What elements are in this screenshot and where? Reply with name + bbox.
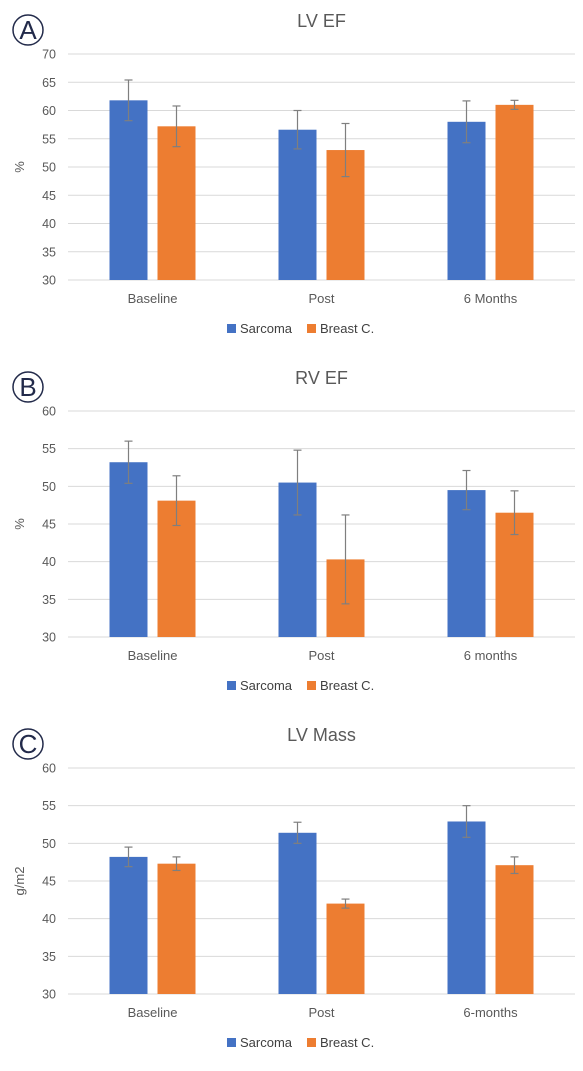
chart-a-errorbar-breast-2: [510, 99, 519, 110]
chart-a-errorbar-sarcoma-2: [462, 100, 471, 144]
chart-c-errorbar-sarcoma-2: [462, 805, 471, 838]
chart-a-legend: Sarcoma Breast C.: [227, 321, 374, 336]
chart-c-category-label: Post: [308, 1005, 334, 1020]
chart-b-legend-swatch-sarcoma: [227, 681, 236, 690]
chart-a-errorbar-breast-1: [341, 122, 350, 178]
chart-a-legend-label-sarcoma: Sarcoma: [240, 321, 293, 336]
chart-c-ytick-label: 60: [42, 762, 56, 776]
chart-c-bar-breast-1: [326, 903, 365, 994]
chart-b-ytick-label: 50: [42, 480, 56, 494]
chart-panel-a: A LV EF 30 35 40 45 50 55 60 65 70% Baseline Post 6 M…: [0, 0, 583, 357]
chart-a-ytick-label: 70: [42, 48, 56, 62]
chart-c-svg: C LV Mass 30 35 40 45 50 55 60 g/m2 Baseline Post 6-…: [12, 725, 575, 1050]
chart-c-errorbar-sarcoma-0: [124, 846, 133, 868]
chart-c-ytick-label: 30: [42, 988, 56, 1002]
chart-a-category-label: Post: [308, 291, 334, 306]
chart-c-errorbar-breast-0: [172, 856, 181, 872]
chart-c-bar-sarcoma-1: [278, 832, 317, 994]
chart-c-bar-sarcoma-2: [447, 821, 486, 994]
chart-c-errorbar-sarcoma-1: [293, 821, 302, 844]
chart-b-legend: Sarcoma Breast C.: [227, 678, 374, 693]
chart-a-ytick-label: 60: [42, 104, 56, 118]
chart-b-category-label: Post: [308, 648, 334, 663]
chart-b-legend-swatch-breast: [307, 681, 316, 690]
chart-b-ytick-label: 30: [42, 631, 56, 645]
chart-a-category-label: Baseline: [128, 291, 178, 306]
chart-c-legend-label-sarcoma: Sarcoma: [240, 1035, 293, 1050]
chart-a-category-label: 6 Months: [464, 291, 518, 306]
chart-b-ylabel: %: [12, 518, 27, 530]
chart-c-category-label: 6-months: [463, 1005, 518, 1020]
chart-a-ytick-label: 35: [42, 245, 56, 259]
chart-b-errorbar-breast-1: [341, 514, 350, 605]
chart-a-errorbar-sarcoma-0: [124, 79, 133, 122]
chart-a-svg: A LV EF 30 35 40 45 50 55 60 65 70% Baseline Post 6 M…: [12, 11, 575, 336]
chart-c-panel-letter: C: [12, 728, 44, 760]
chart-c-ytick-label: 35: [42, 950, 56, 964]
chart-c-ytick-label: 40: [42, 912, 56, 926]
chart-b-legend-label-breast: Breast C.: [320, 678, 374, 693]
chart-c-legend-label-breast: Breast C.: [320, 1035, 374, 1050]
chart-b-errorbar-sarcoma-0: [124, 440, 133, 484]
chart-b-ytick-label: 55: [42, 442, 56, 456]
chart-c-ytick-label: 50: [42, 837, 56, 851]
chart-b-ytick-label: 35: [42, 593, 56, 607]
chart-b-panel-letter: B: [12, 371, 44, 403]
chart-b-legend-label-sarcoma: Sarcoma: [240, 678, 293, 693]
chart-a-ytick-label: 55: [42, 132, 56, 146]
chart-b-errorbar-sarcoma-2: [462, 469, 471, 511]
chart-a-errorbar-sarcoma-1: [293, 109, 302, 150]
chart-c-bar-breast-2: [495, 865, 534, 994]
chart-b-category-label: Baseline: [128, 648, 178, 663]
chart-c-ytick-label: 45: [42, 875, 56, 889]
chart-b-title: RV EF: [295, 368, 348, 388]
chart-a-panel-letter-text: A: [19, 15, 37, 45]
chart-a-ytick-label: 65: [42, 76, 56, 90]
chart-a-bar-breast-2: [495, 104, 534, 280]
chart-c-category-label: Baseline: [128, 1005, 178, 1020]
chart-a-bar-sarcoma-0: [109, 100, 148, 280]
chart-b-bar-sarcoma-0: [109, 462, 148, 637]
chart-a-legend-swatch-sarcoma: [227, 324, 236, 333]
chart-b-errorbar-breast-0: [172, 475, 181, 527]
chart-a-bar-sarcoma-2: [447, 121, 486, 280]
chart-a-ytick-label: 40: [42, 217, 56, 231]
chart-c-panel-letter-circle: [12, 728, 44, 760]
chart-c-ytick-label: 55: [42, 799, 56, 813]
chart-b-svg: B RV EF 30 35 40 45 50 55 60% Baseline Post 6 month…: [12, 368, 575, 693]
chart-panel-b: B RV EF 30 35 40 45 50 55 60% Baseline Post 6 month…: [0, 357, 583, 714]
chart-a-errorbar-breast-0: [172, 105, 181, 148]
chart-a-panel-letter: A: [12, 14, 44, 46]
chart-b-ytick-label: 40: [42, 555, 56, 569]
chart-a-ylabel: %: [12, 161, 27, 173]
chart-b-category-label: 6 months: [464, 648, 518, 663]
chart-a-bar-sarcoma-1: [278, 129, 317, 280]
chart-a-ytick-label: 45: [42, 189, 56, 203]
chart-c-errorbar-breast-1: [341, 898, 350, 909]
chart-b-errorbar-sarcoma-1: [293, 449, 302, 516]
chart-c-bar-breast-0: [157, 863, 196, 994]
chart-a-legend-label-breast: Breast C.: [320, 321, 374, 336]
chart-c-legend-swatch-sarcoma: [227, 1038, 236, 1047]
chart-b-bar-sarcoma-2: [447, 490, 486, 637]
chart-c-panel-letter-text: C: [19, 729, 38, 759]
chart-c-bar-sarcoma-0: [109, 856, 148, 994]
chart-a-ytick-label: 50: [42, 161, 56, 175]
chart-c-legend-swatch-breast: [307, 1038, 316, 1047]
chart-b-ytick-label: 60: [42, 405, 56, 419]
chart-c-ylabel: g/m2: [12, 867, 27, 896]
chart-b-ytick-label: 45: [42, 518, 56, 532]
chart-b-errorbar-breast-2: [510, 490, 519, 536]
chart-c-legend: Sarcoma Breast C.: [227, 1035, 374, 1050]
chart-a-bar-breast-0: [157, 126, 196, 280]
chart-a-title: LV EF: [297, 11, 346, 31]
chart-c-title: LV Mass: [287, 725, 356, 745]
chart-panel-c: C LV Mass 30 35 40 45 50 55 60 g/m2 Baseline Post 6-…: [0, 714, 583, 1071]
chart-a-ytick-label: 30: [42, 274, 56, 288]
chart-c-errorbar-breast-2: [510, 856, 519, 875]
chart-b-panel-letter-circle: [12, 371, 44, 403]
chart-a-legend-swatch-breast: [307, 324, 316, 333]
chart-b-panel-letter-text: B: [19, 372, 36, 402]
chart-a-panel-letter-circle: [12, 14, 44, 46]
